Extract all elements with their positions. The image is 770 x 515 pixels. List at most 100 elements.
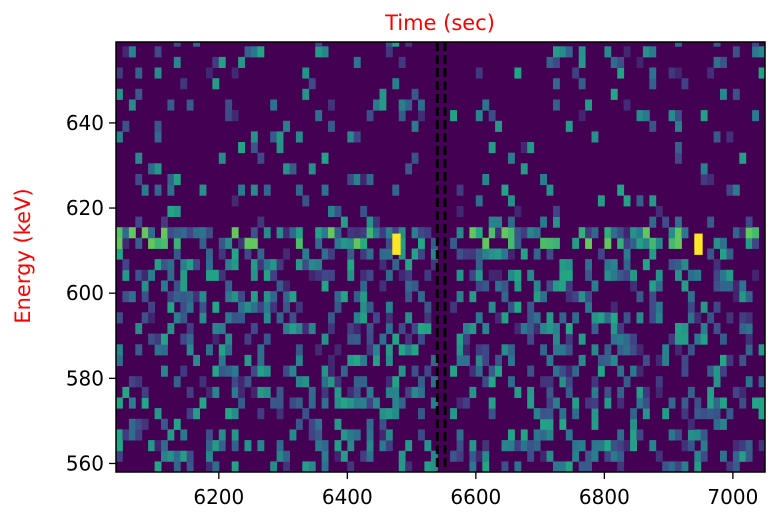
heatmap-cell — [681, 461, 689, 472]
heatmap-cell — [482, 376, 490, 388]
heatmap-cell — [488, 365, 496, 377]
heatmap-cell — [250, 184, 258, 196]
heatmap-cell — [289, 365, 297, 377]
heatmap-cell — [527, 312, 535, 324]
heatmap-cell — [398, 323, 406, 335]
heatmap-cell — [392, 376, 400, 388]
heatmap-cell — [585, 237, 592, 249]
heatmap-cell — [334, 376, 342, 388]
heatmap-cell — [681, 354, 689, 366]
heatmap-cell — [604, 227, 612, 239]
heatmap-cell — [411, 120, 419, 132]
heatmap-cell — [488, 269, 496, 281]
heatmap-cell — [398, 450, 406, 462]
heatmap-cell — [559, 259, 567, 271]
heatmap-cell — [501, 344, 509, 356]
heatmap-cell — [385, 227, 393, 239]
heatmap-cell — [604, 354, 612, 366]
heatmap-cell — [758, 46, 765, 58]
heatmap-cell — [559, 46, 567, 58]
heatmap-cell — [308, 259, 316, 271]
heatmap-cell — [167, 429, 175, 441]
heatmap-cell — [238, 312, 245, 324]
heatmap-cell — [392, 333, 400, 345]
heatmap-cell — [218, 237, 226, 249]
heatmap-cell — [508, 216, 515, 228]
heatmap-cell — [212, 301, 220, 313]
heatmap-cell — [508, 152, 515, 164]
heatmap-cell — [308, 78, 316, 90]
heatmap-cell — [546, 312, 554, 324]
heatmap-cell — [141, 291, 149, 303]
heatmap-cell — [244, 333, 252, 345]
heatmap-cell — [681, 365, 689, 377]
heatmap-cell — [559, 280, 567, 292]
heatmap-cell — [353, 397, 361, 409]
heatmap-cell — [385, 386, 393, 398]
heatmap-cell — [591, 312, 599, 324]
heatmap-cell — [707, 397, 715, 409]
heatmap-cell — [649, 67, 657, 79]
heatmap-cell — [456, 269, 464, 281]
heatmap-cell — [385, 301, 393, 313]
heatmap-cell — [585, 450, 592, 462]
heatmap-cell — [283, 450, 290, 462]
heatmap-cell — [585, 397, 592, 409]
heatmap-cell — [257, 259, 265, 271]
heatmap-cell — [161, 365, 168, 377]
heatmap-cell — [649, 312, 657, 324]
heatmap-cell — [527, 323, 535, 335]
heatmap-cell — [212, 56, 220, 68]
heatmap-cell — [347, 248, 355, 260]
heatmap-cell — [360, 269, 368, 281]
heatmap-cell — [514, 440, 522, 452]
heatmap-cell — [488, 301, 496, 313]
heatmap-cell — [578, 227, 586, 239]
heatmap-cell — [617, 461, 625, 472]
heatmap-cell — [591, 450, 599, 462]
heatmap-cell — [321, 440, 329, 452]
heatmap-cell — [315, 227, 323, 239]
heatmap-cell — [553, 461, 560, 472]
heatmap-cell — [366, 174, 374, 186]
heatmap-cell — [295, 301, 303, 313]
heatmap-cell — [475, 110, 483, 122]
heatmap-cell — [482, 323, 490, 335]
heatmap-cell — [630, 280, 637, 292]
heatmap-cell — [553, 323, 560, 335]
heatmap-cell — [752, 237, 759, 249]
heatmap-cell — [328, 99, 335, 111]
heatmap-cell — [732, 450, 740, 462]
heatmap-cell — [707, 365, 715, 377]
heatmap-cell — [308, 418, 316, 430]
heatmap-cell — [180, 333, 188, 345]
heatmap-cell — [250, 365, 258, 377]
heatmap-cell — [154, 237, 162, 249]
heatmap-cell — [681, 280, 689, 292]
heatmap-cell — [700, 323, 708, 335]
heatmap-cell — [508, 440, 515, 452]
heatmap-cell — [546, 429, 554, 441]
heatmap-cell — [379, 248, 387, 260]
x-tick-label: 6800 — [579, 485, 630, 509]
heatmap-cell — [418, 376, 425, 388]
heatmap-cell — [623, 195, 631, 207]
heatmap-cell — [720, 248, 727, 260]
heatmap-cell — [379, 280, 387, 292]
heatmap-cell — [308, 429, 316, 441]
heatmap-cell — [148, 269, 155, 281]
heatmap-cell — [713, 56, 721, 68]
heatmap-cell — [148, 312, 155, 324]
heatmap-cell — [578, 78, 586, 90]
heatmap-cell — [488, 142, 496, 154]
heatmap-cell — [430, 450, 438, 462]
heatmap-cell — [610, 440, 618, 452]
heatmap-cell — [745, 376, 753, 388]
heatmap-cell — [469, 227, 477, 239]
heatmap-cell — [424, 440, 432, 452]
heatmap-cell — [128, 99, 136, 111]
heatmap-cell — [385, 344, 393, 356]
heatmap-cell — [520, 227, 528, 239]
heatmap-cell — [167, 227, 175, 239]
heatmap-cell — [572, 450, 580, 462]
